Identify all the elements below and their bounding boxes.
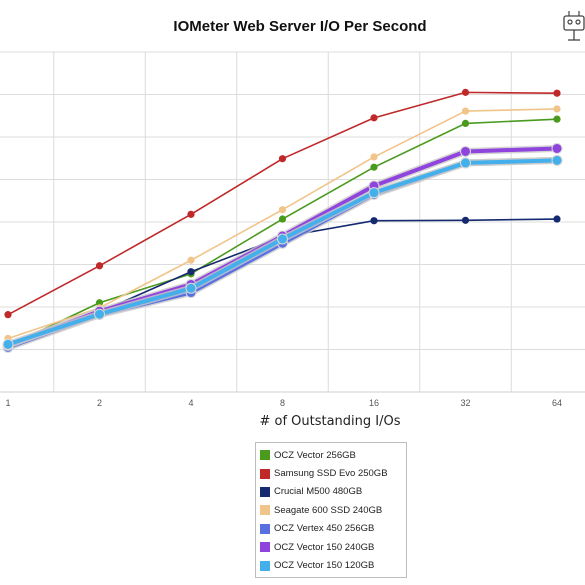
- data-point: [460, 145, 471, 157]
- data-point: [4, 311, 12, 319]
- chart-series: [2, 88, 563, 353]
- data-point: [370, 153, 378, 161]
- data-point: [370, 163, 378, 171]
- chart-title: IOMeter Web Server I/O Per Second: [173, 18, 427, 35]
- legend-item: Seagate 600 SSD 240GB: [256, 501, 406, 519]
- series-line: [7, 91, 558, 316]
- x-tick-label: 64: [552, 398, 562, 408]
- data-point: [553, 89, 561, 97]
- data-point: [553, 105, 561, 113]
- data-point: [278, 215, 287, 223]
- data-point: [370, 114, 378, 122]
- legend-item: OCZ Vector 150 240GB: [256, 538, 406, 556]
- data-point: [2, 338, 14, 350]
- legend-label: OCZ Vertex 450 256GB: [274, 523, 375, 535]
- series-line: [7, 108, 558, 340]
- data-point: [368, 187, 380, 199]
- legend-label: OCZ Vector 150 240GB: [274, 541, 375, 553]
- data-point: [187, 210, 195, 218]
- x-axis-tick-labels: 1 2 4 8 16 32 64: [5, 398, 562, 408]
- legend-label: Seagate 600 SSD 240GB: [274, 504, 383, 516]
- legend-swatch: [260, 542, 270, 553]
- chart-gridlines: [0, 51, 585, 393]
- x-tick-label: 2: [97, 398, 102, 408]
- x-tick-label: 32: [460, 398, 470, 408]
- data-point: [95, 262, 104, 270]
- data-point: [94, 308, 105, 320]
- legend-item: Crucial M500 480GB: [256, 483, 406, 501]
- data-point: [553, 115, 561, 123]
- data-point: [370, 217, 378, 225]
- legend-label: Samsung SSD Evo 250GB: [274, 468, 388, 480]
- legend-item: OCZ Vector 150 120GB: [256, 556, 406, 574]
- legend-swatch: [260, 560, 270, 571]
- legend-swatch: [260, 468, 270, 479]
- data-point: [460, 157, 471, 169]
- chart-legend: OCZ Vector 256GB Samsung SSD Evo 250GB C…: [255, 442, 407, 578]
- data-point: [461, 88, 470, 96]
- data-point: [278, 206, 287, 214]
- legend-item: OCZ Vertex 450 256GB: [256, 520, 406, 538]
- data-point: [461, 216, 470, 224]
- legend-label: OCZ Vector 256GB: [274, 449, 356, 461]
- line-chart: 1 2 4 8 16 32 64: [0, 51, 585, 408]
- data-point: [461, 119, 470, 127]
- x-tick-label: 1: [5, 398, 10, 408]
- legend-label: OCZ Vector 150 120GB: [274, 560, 375, 572]
- data-point: [278, 155, 287, 163]
- series-line: [6, 158, 559, 347]
- x-tick-label: 4: [188, 398, 193, 408]
- series-ocz-vector-150-120gb: [2, 154, 563, 350]
- data-point: [461, 107, 470, 115]
- legend-label: Crucial M500 480GB: [274, 486, 363, 498]
- legend-swatch: [260, 505, 270, 516]
- series-ocz-vector-450-256gb: [2, 154, 563, 353]
- data-point: [551, 154, 563, 166]
- data-point: [187, 268, 195, 276]
- legend-item: Samsung SSD Evo 250GB: [256, 464, 406, 482]
- legend-swatch: [260, 523, 270, 534]
- data-point: [277, 233, 288, 245]
- legend-item: OCZ Vector 256GB: [256, 446, 406, 464]
- data-point: [185, 282, 197, 294]
- site-logo-icon: [563, 11, 585, 41]
- x-axis-label: # of Outstanding I/Os: [259, 414, 401, 429]
- series-samsung-ssd-evo-250gb: [4, 88, 561, 319]
- data-point: [95, 299, 104, 307]
- x-tick-label: 8: [280, 398, 285, 408]
- data-point: [553, 215, 561, 223]
- data-point: [187, 256, 195, 264]
- legend-swatch: [260, 486, 270, 497]
- legend-swatch: [260, 450, 270, 461]
- data-point: [551, 142, 563, 154]
- x-tick-label: 16: [369, 398, 379, 408]
